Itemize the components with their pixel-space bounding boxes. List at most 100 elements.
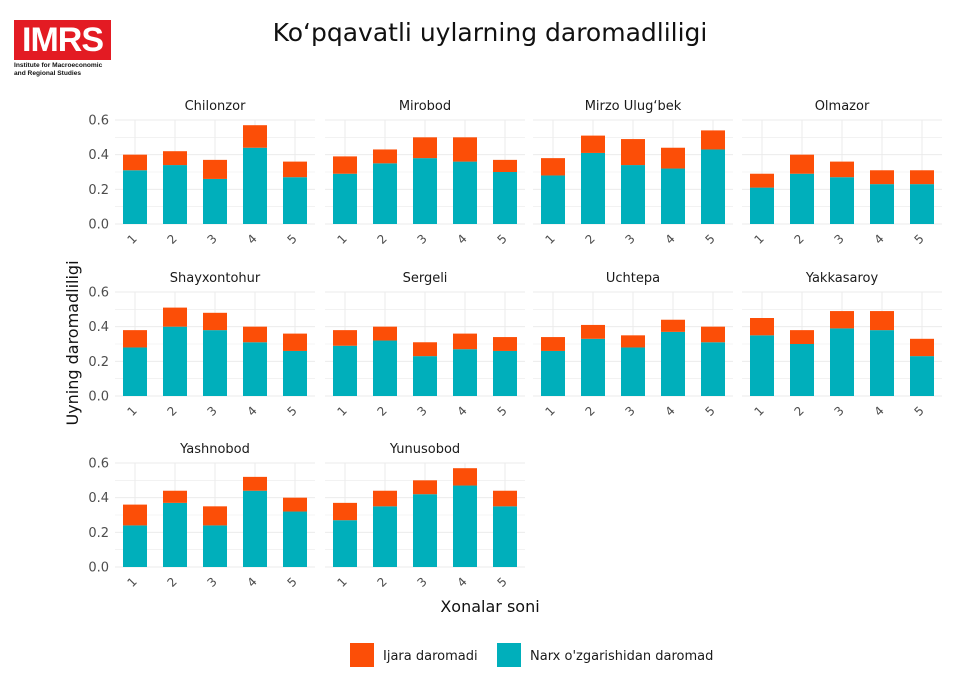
bar-ijara-2 bbox=[790, 154, 814, 174]
bar-narx-4 bbox=[870, 330, 894, 396]
y-tick-label: 0.6 bbox=[88, 114, 109, 129]
bar-ijara-2 bbox=[373, 490, 397, 507]
bar-ijara-2 bbox=[373, 149, 397, 164]
bar-ijara-2 bbox=[163, 151, 187, 166]
bar-ijara-4 bbox=[870, 170, 894, 185]
bar-ijara-5 bbox=[493, 337, 517, 351]
panel-title: Sergeli bbox=[403, 271, 448, 286]
bar-narx-4 bbox=[453, 161, 477, 224]
bar-narx-4 bbox=[661, 331, 685, 396]
x-tick-label: 2 bbox=[375, 232, 390, 247]
x-tick-label: 1 bbox=[543, 232, 558, 247]
x-tick-label: 4 bbox=[872, 404, 887, 419]
y-tick-label: 0.0 bbox=[88, 561, 109, 576]
x-tick-label: 2 bbox=[583, 404, 598, 419]
bar-ijara-5 bbox=[701, 326, 725, 343]
bar-narx-4 bbox=[661, 168, 685, 224]
bar-narx-5 bbox=[493, 350, 517, 396]
x-tick-label: 2 bbox=[375, 575, 390, 590]
x-tick-label: 2 bbox=[792, 232, 807, 247]
bar-ijara-2 bbox=[581, 135, 605, 153]
bar-narx-4 bbox=[243, 147, 267, 224]
bar-narx-1 bbox=[541, 175, 565, 224]
bar-narx-1 bbox=[541, 350, 565, 396]
x-tick-label: 5 bbox=[703, 404, 718, 419]
x-tick-label: 2 bbox=[792, 404, 807, 419]
bar-narx-1 bbox=[123, 347, 147, 396]
x-tick-label: 1 bbox=[335, 575, 350, 590]
x-tick-label: 1 bbox=[125, 404, 140, 419]
logo-subtitle-line2: and Regional Studies bbox=[14, 70, 82, 77]
bar-narx-2 bbox=[163, 165, 187, 224]
legend-label-1: Ijara daromadi bbox=[383, 649, 478, 664]
bar-ijara-3 bbox=[413, 137, 437, 159]
bar-ijara-3 bbox=[413, 480, 437, 495]
bar-ijara-1 bbox=[333, 156, 357, 174]
bar-narx-2 bbox=[163, 326, 187, 396]
x-tick-label: 4 bbox=[455, 232, 470, 247]
bar-ijara-4 bbox=[243, 326, 267, 343]
x-tick-label: 3 bbox=[415, 232, 430, 247]
x-tick-label: 2 bbox=[375, 404, 390, 419]
bar-narx-1 bbox=[333, 173, 357, 224]
bar-ijara-2 bbox=[163, 490, 187, 503]
logo-subtitle-line1: Institute for Macroeconomic bbox=[14, 62, 103, 69]
x-tick-label: 5 bbox=[495, 575, 510, 590]
x-tick-label: 4 bbox=[663, 232, 678, 247]
bar-narx-3 bbox=[621, 347, 645, 396]
bar-ijara-5 bbox=[283, 161, 307, 178]
x-tick-label: 4 bbox=[245, 404, 260, 419]
bar-ijara-4 bbox=[661, 319, 685, 332]
bar-narx-5 bbox=[493, 506, 517, 567]
bar-ijara-1 bbox=[750, 173, 774, 188]
bar-ijara-4 bbox=[870, 311, 894, 331]
bar-narx-1 bbox=[123, 170, 147, 224]
bar-ijara-4 bbox=[243, 125, 267, 148]
bar-narx-2 bbox=[581, 152, 605, 224]
panel-title: Yashnobod bbox=[179, 442, 250, 457]
bar-ijara-5 bbox=[283, 497, 307, 512]
bar-ijara-1 bbox=[541, 337, 565, 351]
bar-narx-5 bbox=[910, 184, 934, 224]
bar-ijara-1 bbox=[333, 502, 357, 521]
x-tick-label: 3 bbox=[415, 404, 430, 419]
bar-ijara-5 bbox=[910, 338, 934, 357]
bar-narx-2 bbox=[790, 344, 814, 396]
panel-title: Mirzo Ulug‘bek bbox=[585, 99, 682, 114]
panel-title: Yunusobod bbox=[389, 442, 460, 457]
bar-ijara-4 bbox=[661, 147, 685, 169]
bar-narx-5 bbox=[283, 511, 307, 567]
bar-narx-2 bbox=[581, 338, 605, 396]
panel-title: Uchtepa bbox=[606, 271, 660, 286]
bar-ijara-4 bbox=[243, 476, 267, 491]
bar-narx-3 bbox=[413, 356, 437, 396]
x-tick-label: 4 bbox=[455, 404, 470, 419]
x-tick-label: 5 bbox=[703, 232, 718, 247]
bar-narx-3 bbox=[830, 177, 854, 224]
x-tick-label: 3 bbox=[205, 404, 220, 419]
y-tick-label: 0.0 bbox=[88, 390, 109, 405]
bar-narx-2 bbox=[373, 340, 397, 396]
x-tick-label: 2 bbox=[165, 404, 180, 419]
logo-mark: IMRS bbox=[14, 20, 111, 60]
y-axis-title: Uyning daromadliligi bbox=[63, 260, 82, 425]
bar-narx-5 bbox=[283, 350, 307, 396]
bar-narx-4 bbox=[243, 342, 267, 396]
bar-narx-1 bbox=[123, 525, 147, 567]
bar-narx-5 bbox=[283, 177, 307, 224]
x-tick-label: 3 bbox=[832, 232, 847, 247]
bar-ijara-2 bbox=[790, 330, 814, 344]
bar-ijara-3 bbox=[203, 506, 227, 526]
panel-title: Chilonzor bbox=[185, 99, 247, 114]
bar-ijara-1 bbox=[123, 330, 147, 348]
bar-narx-1 bbox=[333, 520, 357, 567]
bar-ijara-3 bbox=[413, 342, 437, 357]
x-tick-label: 1 bbox=[752, 404, 767, 419]
x-tick-label: 5 bbox=[912, 232, 927, 247]
bar-ijara-5 bbox=[493, 490, 517, 507]
x-tick-label: 2 bbox=[165, 575, 180, 590]
x-tick-label: 1 bbox=[543, 404, 558, 419]
bar-ijara-4 bbox=[453, 333, 477, 350]
bar-ijara-1 bbox=[123, 504, 147, 526]
legend-swatch-2 bbox=[497, 643, 521, 667]
